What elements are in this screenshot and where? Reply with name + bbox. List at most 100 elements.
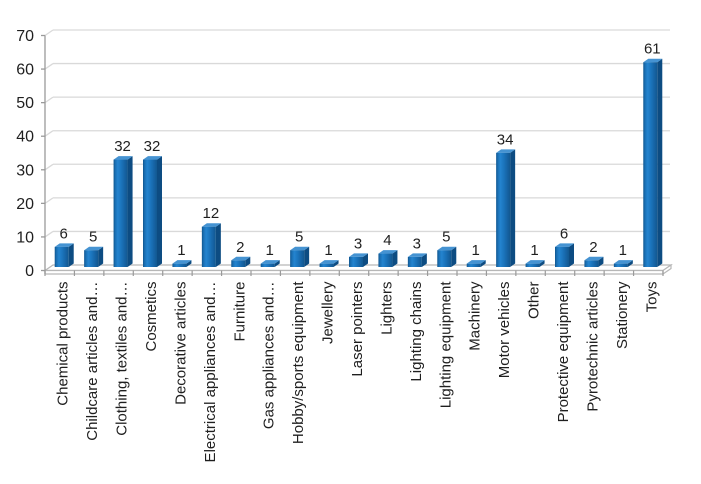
bar (496, 152, 511, 267)
bar (613, 263, 628, 267)
category-label: Other (526, 281, 543, 319)
bar-top-face (260, 260, 280, 264)
bar-side-face (627, 260, 633, 267)
gridline-wall-bend (44, 63, 54, 70)
bar-side-face (98, 246, 104, 267)
bar-value-label: 2 (236, 239, 244, 256)
bar-value-label: 34 (497, 131, 514, 148)
category-label: Childcare articles and… (84, 282, 101, 441)
bar-value-label: 12 (203, 205, 220, 222)
bar (525, 263, 540, 267)
category-label: Hobby/sports equipment (290, 281, 307, 444)
bar (466, 263, 481, 267)
bar (201, 226, 216, 267)
y-tick-label: 70 (16, 28, 34, 45)
bar-top-face (143, 156, 162, 160)
bar-top-face (496, 149, 516, 153)
category-label: Lighting equipment (437, 281, 454, 409)
bar-top-face (113, 156, 133, 160)
bar (84, 250, 99, 267)
bar-side-face (333, 260, 339, 267)
bar (407, 256, 422, 267)
category-label: Pyrotechnic articles (584, 282, 601, 412)
bar-side-face (127, 156, 133, 267)
bar-side-face (392, 250, 398, 267)
bar-side-face (274, 260, 280, 267)
bar (584, 260, 599, 267)
y-tick-label: 20 (16, 196, 34, 213)
bar (143, 159, 157, 267)
bar-value-label: 32 (114, 138, 131, 155)
bar-top-face (290, 246, 310, 251)
bar-side-face (569, 243, 574, 267)
bar-side-face (539, 260, 545, 267)
bar-top-face (378, 250, 398, 254)
bar (378, 253, 393, 267)
bar-value-label: 1 (177, 242, 185, 259)
bar-value-label: 1 (324, 242, 332, 259)
bar-side-face (421, 253, 427, 267)
bar-value-label: 2 (589, 239, 597, 256)
bar (319, 263, 334, 267)
bar-side-face (215, 223, 221, 267)
gridline-wall-bend (44, 96, 54, 104)
bar-top-face (84, 246, 104, 251)
category-label: Protective equipment (555, 281, 572, 423)
y-tick-label: 0 (25, 263, 34, 280)
bar-top-face (613, 260, 633, 264)
bar-side-face (157, 156, 162, 267)
bar (231, 260, 246, 267)
gridline-wall-bend (44, 230, 54, 238)
category-label: Toys (643, 282, 660, 313)
bar-value-label: 5 (442, 229, 450, 246)
bar-value-label: 3 (354, 235, 362, 252)
bar-value-label: 1 (619, 242, 627, 259)
y-tick-label: 10 (16, 229, 34, 246)
category-label: Jewellery (320, 281, 337, 344)
bar-value-label: 1 (530, 242, 538, 259)
chart-floor-front (44, 269, 664, 275)
category-label: Lighters (378, 282, 395, 335)
category-label: Cosmetics (143, 282, 160, 352)
bar-top-face (319, 260, 339, 264)
bar-value-label: 4 (383, 232, 391, 249)
y-tick-label: 40 (16, 129, 34, 146)
gridline-wall-bend (44, 29, 54, 37)
bar-top-face (437, 246, 457, 251)
bar (643, 62, 658, 267)
bar-value-label: 32 (144, 138, 161, 155)
bar (290, 250, 305, 267)
bar-side-face (480, 260, 486, 267)
bar (555, 246, 569, 267)
bar-side-face (363, 253, 368, 267)
bar-value-label: 61 (644, 41, 661, 58)
bar-side-face (451, 246, 457, 267)
bar (260, 263, 275, 267)
bar (172, 263, 187, 267)
bar (113, 159, 128, 267)
bar-top-face (525, 260, 545, 264)
bar-top-face (555, 243, 574, 247)
category-label: Decorative articles (172, 282, 189, 405)
bar-value-label: 1 (266, 242, 274, 259)
bar-top-face (201, 223, 221, 227)
bar-side-face (186, 260, 192, 267)
bar (437, 250, 452, 267)
bar-value-label: 1 (472, 242, 480, 259)
category-label: Furniture (231, 282, 248, 342)
bar (349, 256, 363, 267)
bar-side-face (510, 149, 516, 267)
bar-top-face (349, 253, 368, 257)
bar-side-face (657, 58, 663, 267)
bar (54, 246, 69, 267)
bar-value-label: 5 (89, 229, 97, 246)
bar-side-face (245, 256, 251, 267)
category-label: Electrical appliances and… (202, 282, 219, 463)
bar-top-face (584, 256, 604, 261)
category-label: Gas appliances and… (261, 282, 278, 430)
category-label: Stationery (614, 281, 631, 349)
bar-side-face (598, 256, 604, 267)
category-label: Lighting chains (408, 282, 425, 382)
